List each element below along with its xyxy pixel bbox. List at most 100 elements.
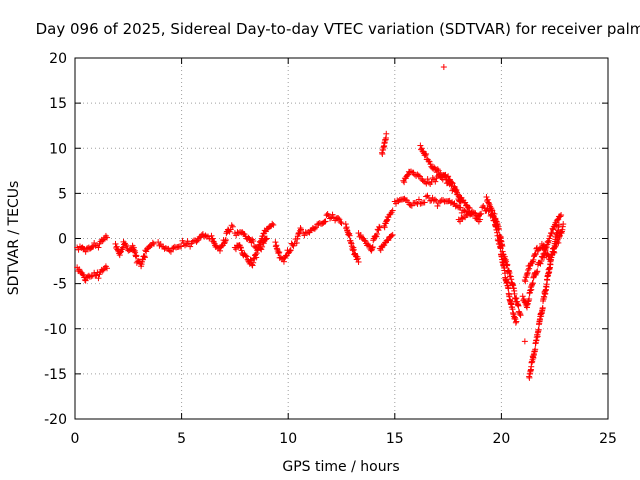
data-point — [322, 218, 329, 225]
data-point — [119, 244, 126, 251]
data-point — [259, 233, 266, 240]
data-point — [294, 235, 301, 242]
data-point — [435, 167, 442, 174]
x-tick-labels: 0 5 10 15 20 25 — [71, 431, 617, 447]
data-point — [413, 199, 420, 206]
data-point — [293, 239, 300, 246]
data-point — [141, 254, 148, 261]
data-point — [404, 172, 411, 179]
data-point — [95, 275, 102, 282]
data-point — [422, 152, 429, 159]
y-axis-label: SDTVAR / TECUs — [6, 181, 22, 296]
data-point — [383, 130, 390, 137]
data-point — [532, 272, 539, 279]
data-point — [122, 241, 129, 248]
data-point — [535, 326, 542, 333]
data-point — [499, 243, 506, 250]
data-point — [440, 197, 447, 204]
data-point — [401, 179, 408, 186]
data-point — [93, 272, 100, 279]
data-point — [103, 234, 110, 241]
data-point — [252, 251, 259, 258]
data-point — [335, 215, 342, 222]
data-point — [113, 243, 120, 250]
data-point — [297, 225, 304, 232]
data-point — [550, 226, 557, 233]
data-point — [551, 249, 558, 256]
data-point — [336, 216, 343, 223]
data-point — [441, 172, 448, 179]
data-point — [123, 243, 130, 250]
data-points — [74, 64, 567, 381]
data-point — [326, 215, 333, 222]
data-point — [495, 226, 502, 233]
data-point — [354, 255, 361, 262]
data-point — [376, 223, 383, 230]
data-point — [112, 240, 119, 247]
data-point — [477, 216, 484, 223]
y-tick-label: -15 — [44, 367, 67, 383]
data-point — [415, 172, 422, 179]
data-point — [539, 304, 546, 311]
data-point — [303, 230, 310, 237]
y-tick-label: 0 — [58, 232, 67, 248]
data-point — [532, 251, 539, 258]
data-point — [434, 202, 441, 209]
data-point — [466, 205, 473, 212]
data-point — [385, 237, 392, 244]
data-point — [355, 258, 362, 265]
data-point — [365, 242, 372, 249]
data-point — [381, 224, 388, 231]
data-point — [432, 178, 439, 185]
data-point — [549, 230, 556, 237]
data-point — [448, 182, 455, 189]
data-point — [117, 249, 124, 256]
data-point — [282, 253, 289, 260]
data-point — [558, 212, 565, 219]
data-point — [560, 221, 567, 228]
data-point — [529, 280, 536, 287]
data-point — [538, 258, 545, 265]
data-point — [541, 245, 548, 252]
data-point — [432, 196, 439, 203]
data-point — [542, 246, 549, 253]
data-point — [533, 269, 540, 276]
data-point — [505, 285, 512, 292]
x-tick-label: 20 — [492, 431, 510, 447]
data-point — [103, 265, 110, 272]
data-point — [529, 259, 536, 266]
data-point — [423, 193, 430, 200]
data-point — [193, 238, 200, 245]
data-point — [377, 247, 384, 254]
data-point — [526, 296, 533, 303]
data-point — [369, 243, 376, 250]
data-point — [361, 237, 368, 244]
x-tick-label: 0 — [71, 431, 80, 447]
data-point — [216, 247, 223, 254]
data-point — [464, 211, 471, 218]
data-point — [296, 227, 303, 234]
data-point — [222, 236, 229, 243]
y-tick-label: 20 — [49, 51, 67, 67]
data-point — [530, 256, 537, 263]
y-tick-label: -5 — [53, 277, 67, 293]
data-point — [513, 318, 520, 325]
data-point — [286, 247, 293, 254]
data-point — [79, 271, 86, 278]
data-point — [116, 252, 123, 259]
data-point — [544, 238, 551, 245]
data-point — [478, 210, 485, 217]
data-point — [519, 293, 526, 300]
data-point — [95, 244, 102, 251]
data-point — [531, 252, 538, 259]
data-point — [228, 222, 235, 229]
y-tick-label: 10 — [49, 141, 67, 157]
data-point — [408, 202, 415, 209]
data-point — [237, 244, 244, 251]
data-point — [150, 240, 157, 247]
data-point — [457, 218, 464, 225]
plot-frame — [74, 57, 609, 420]
data-point — [534, 268, 541, 275]
data-point — [469, 209, 476, 216]
data-point — [260, 240, 267, 247]
